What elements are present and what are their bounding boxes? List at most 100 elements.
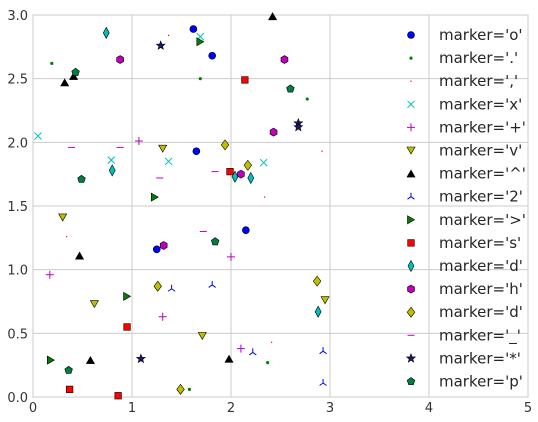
data-point <box>197 332 207 340</box>
data-point <box>187 387 192 391</box>
data-point <box>135 353 146 364</box>
data-point <box>47 355 55 365</box>
series-1 <box>50 61 309 391</box>
data-point <box>266 361 270 365</box>
data-point <box>224 354 234 363</box>
legend-marker <box>406 306 416 318</box>
legend-label: marker='p' <box>439 373 523 391</box>
series-5 <box>58 144 330 340</box>
series-4 <box>45 137 245 353</box>
data-point <box>237 169 245 179</box>
data-point <box>248 348 257 356</box>
series-6 <box>60 12 278 364</box>
legend-marker <box>409 56 413 60</box>
data-point <box>220 139 230 151</box>
legend-label: marker='x' <box>439 95 522 113</box>
series-14 <box>135 40 304 364</box>
data-point <box>231 170 239 183</box>
series-11 <box>116 55 289 250</box>
data-point <box>319 378 327 386</box>
legend-marker <box>406 377 416 386</box>
series-9 <box>66 76 249 400</box>
legend-entry: marker='x' <box>407 95 522 113</box>
data-point <box>241 76 249 84</box>
data-point <box>123 323 131 331</box>
legend-label: marker='+' <box>439 118 526 136</box>
x-tick-label: 3 <box>326 401 334 416</box>
legend-label: marker='2' <box>439 188 523 206</box>
x-tick-label: 2 <box>227 401 235 416</box>
legend-entry: marker='p' <box>406 373 523 391</box>
data-point <box>102 26 110 39</box>
data-point <box>107 156 116 165</box>
series-10 <box>102 26 322 318</box>
data-point <box>236 344 245 353</box>
legend-entry: marker=',' <box>410 72 518 90</box>
legend: marker='o' marker='.' marker=',' marker='x'… <box>405 26 526 391</box>
data-point <box>69 72 79 80</box>
legend-label: marker='_' <box>439 326 521 345</box>
data-point <box>77 174 86 183</box>
y-tick-label: 1.0 <box>7 264 28 279</box>
legend-entry: marker='^' <box>406 165 526 183</box>
data-point <box>242 226 250 234</box>
legend-marker <box>407 123 415 132</box>
legend-entry: marker='>' <box>407 211 526 229</box>
y-tick-label: 3.0 <box>7 9 28 24</box>
legend-marker <box>407 239 415 247</box>
data-point <box>243 159 253 171</box>
legend-marker <box>407 192 415 200</box>
legend-label: marker='v' <box>439 142 522 160</box>
x-tick-label: 0 <box>29 401 37 416</box>
data-point <box>34 132 42 140</box>
data-point <box>268 12 278 21</box>
series-7 <box>167 280 327 386</box>
data-point <box>227 252 235 261</box>
legend-label: marker='h' <box>439 280 523 298</box>
data-point <box>192 147 201 156</box>
series-3 <box>34 32 268 167</box>
data-point <box>167 284 176 292</box>
legend-marker <box>407 100 415 109</box>
data-point <box>264 196 266 198</box>
data-point <box>270 341 273 343</box>
series-13 <box>68 146 219 232</box>
data-point <box>247 171 255 185</box>
data-point <box>226 168 234 176</box>
data-point <box>196 37 205 47</box>
legend-entry: marker='o' <box>407 26 523 44</box>
data-point <box>64 365 73 374</box>
series-2 <box>66 34 323 343</box>
legend-entry: marker='s' <box>407 234 521 252</box>
data-point <box>158 312 167 321</box>
data-point <box>108 164 116 177</box>
data-point <box>89 300 99 309</box>
legend-label: marker='^' <box>439 165 526 183</box>
data-point <box>155 40 166 50</box>
legend-label: marker='>' <box>439 211 526 229</box>
series-8 <box>47 37 205 365</box>
data-point <box>134 137 143 146</box>
data-point <box>208 51 216 60</box>
data-point <box>66 235 68 238</box>
series-12 <box>153 139 322 395</box>
legend-label: marker='o' <box>439 26 523 44</box>
data-point <box>269 127 278 137</box>
legend-marker <box>407 259 415 273</box>
legend-entry: marker='+' <box>407 118 526 136</box>
data-point <box>320 296 330 305</box>
data-point <box>168 34 170 36</box>
data-point <box>164 157 173 166</box>
data-point <box>305 97 309 101</box>
data-point <box>153 280 162 292</box>
data-point <box>198 77 202 81</box>
data-point <box>60 78 70 87</box>
legend-entry: marker='_' <box>407 326 521 345</box>
data-point <box>75 251 85 260</box>
legend-marker <box>406 169 416 178</box>
data-point <box>280 55 289 64</box>
series-15 <box>64 67 295 374</box>
x-tick-label: 4 <box>425 401 433 416</box>
y-tick-label: 1.5 <box>7 200 28 215</box>
